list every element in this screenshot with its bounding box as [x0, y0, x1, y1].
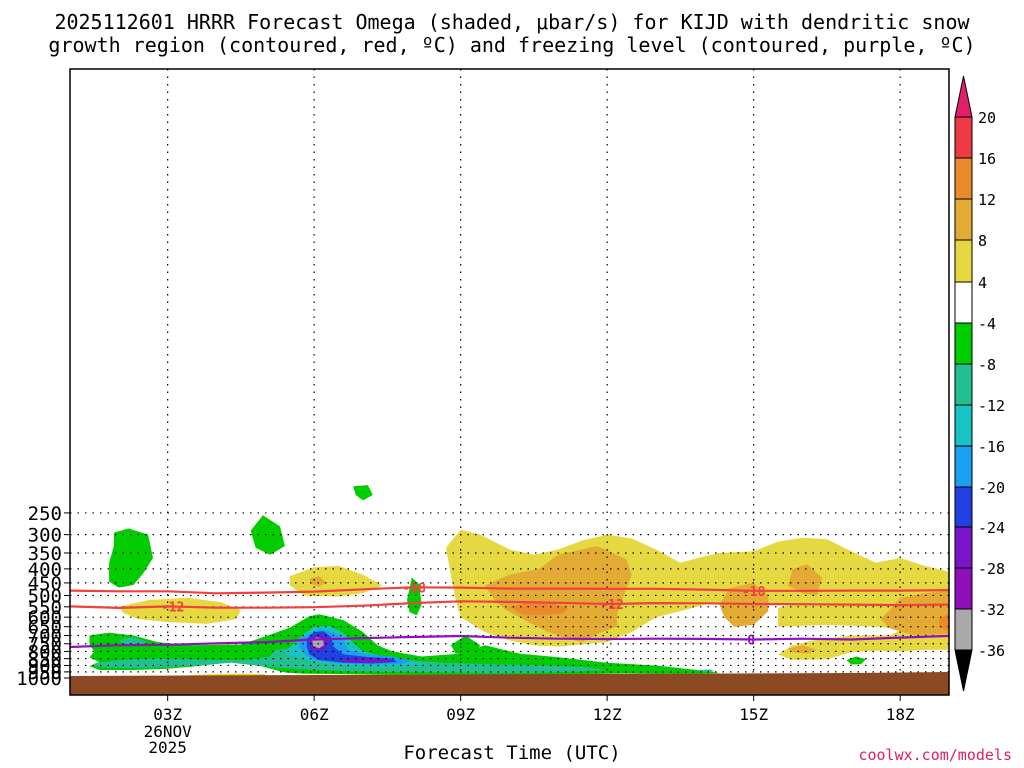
colorbar-label-8: -16	[978, 438, 1005, 456]
isotherm-minus12-line	[70, 600, 949, 609]
colorbar-swatch-1	[954, 157, 973, 200]
y-tick-label-500: 500	[28, 585, 62, 607]
colorbar-label-3: 8	[978, 232, 987, 250]
y-tick-label-550: 550	[28, 597, 62, 619]
y-tick-label-950: 950	[28, 662, 62, 684]
colorbar-label-1: 16	[978, 150, 996, 168]
temperature-contours: -18 -18 -12 -12 0	[70, 581, 949, 649]
isotherm-minus18-label-2: -18	[742, 585, 766, 600]
colorbar-label-12: -32	[978, 601, 1005, 619]
x-tick-label-09Z: 09Z	[446, 705, 475, 724]
y-tick-label-600: 600	[28, 607, 62, 629]
x-date-label-1: 2025	[148, 738, 187, 757]
colorbar-label-10: -24	[978, 519, 1005, 537]
y-tick-label-400: 400	[28, 559, 62, 581]
omega-region-deep-orange-right	[939, 613, 949, 633]
colorbar-swatch-9	[954, 486, 973, 528]
colorbar-label-9: -20	[978, 479, 1005, 497]
colorbar-swatch-4	[954, 281, 973, 324]
x-tick-label-06Z: 06Z	[300, 705, 329, 724]
colorbar-swatch-10	[954, 526, 973, 569]
colorbar-label-7: -12	[978, 397, 1005, 415]
colorbar-label-0: 20	[978, 109, 996, 127]
omega-colorbar: 20 16 12 8 4 -4 -8 -12 -16 -20 -24 -28 -32 -36	[954, 75, 1005, 692]
source-credit: coolwx.com/models	[858, 746, 1012, 764]
omega-region-orange-small-06z	[309, 576, 327, 587]
y-tick-label-700: 700	[28, 626, 62, 648]
colorbar-label-2: 12	[978, 191, 996, 209]
y-tick-label-650: 650	[28, 617, 62, 639]
x-tick-label-03Z: 03Z	[153, 705, 182, 724]
colorbar-swatch-11	[954, 567, 973, 610]
omega-region-orange-right-edge	[880, 590, 949, 636]
colorbar-label-6: -8	[978, 356, 996, 374]
freezing-level-label: 0	[747, 634, 755, 649]
omega-region-orange-right-center	[485, 546, 632, 643]
omega-region-green-upper-05z	[250, 515, 285, 555]
plot-frame	[69, 68, 950, 696]
colorbar-swatch-7	[954, 404, 973, 447]
omega-region-green-mid-09z	[450, 635, 481, 654]
x-tick-label-12Z: 12Z	[593, 705, 622, 724]
colorbar-swatch-6	[954, 363, 973, 406]
omega-region-green-bottom-main	[89, 614, 720, 675]
y-tick-label-750: 750	[28, 634, 62, 656]
colorbar-top-arrow	[954, 75, 973, 118]
y-tick-label-1000: 1000	[16, 668, 62, 690]
x-tick-label-18Z: 18Z	[886, 705, 915, 724]
omega-region-orange-small-16z	[787, 564, 822, 596]
y-tick-label-350: 350	[28, 543, 62, 565]
isotherm-minus18-label-1: -18	[403, 581, 427, 596]
y-tick-label-800: 800	[28, 641, 62, 663]
colorbar-swatch-3	[954, 239, 973, 283]
x-axis-title: Forecast Time (UTC)	[403, 742, 621, 764]
y-tick-label-250: 250	[28, 503, 62, 525]
colorbar-label-13: -36	[978, 642, 1005, 660]
colorbar-swatch-5	[954, 322, 973, 365]
y-tick-label-850: 850	[28, 649, 62, 671]
terrain-surface	[70, 672, 949, 695]
omega-region-yellow-left-550	[118, 597, 241, 624]
freezing-level-line	[70, 634, 949, 649]
colorbar-label-11: -28	[978, 560, 1005, 578]
chart-title-line-1: 2025112601 HRRR Forecast Omega (shaded, …	[54, 10, 970, 34]
colorbar-label-4: 4	[978, 274, 987, 292]
isotherm-minus12-label-1: -12	[161, 601, 184, 616]
colorbar-bottom-arrow	[954, 649, 973, 692]
omega-region-deep-orange-1030z	[509, 602, 569, 616]
colorbar-label-5: -4	[978, 315, 996, 333]
chart-title-line-2: growth region (contoured, red, ºC) and f…	[48, 33, 976, 57]
omega-region-green-top-07z	[353, 485, 373, 501]
y-tick-label-900: 900	[28, 655, 62, 677]
terrain-layer	[70, 672, 949, 695]
omega-region-teal-left-upper	[118, 637, 149, 646]
x-date-label-0: 26NOV	[144, 722, 193, 741]
isotherm-minus18-line	[70, 586, 949, 595]
pressure-axis: 2503003504004505005506006507007508008509…	[16, 503, 70, 690]
omega-region-teal-14z	[695, 669, 715, 673]
isotherm-minus12-label-2: -12	[600, 598, 623, 613]
colorbar-swatch-8	[954, 445, 973, 488]
omega-region-orange-small-16z-lower	[787, 645, 818, 654]
omega-region-green-upper-02z	[109, 528, 153, 588]
y-tick-label-450: 450	[28, 573, 62, 595]
colorbar-swatch-2	[954, 198, 973, 241]
colorbar-swatch-0	[954, 116, 973, 159]
y-tick-label-300: 300	[28, 525, 62, 547]
x-tick-label-15Z: 15Z	[739, 705, 768, 724]
colorbar-swatch-12	[954, 608, 973, 651]
